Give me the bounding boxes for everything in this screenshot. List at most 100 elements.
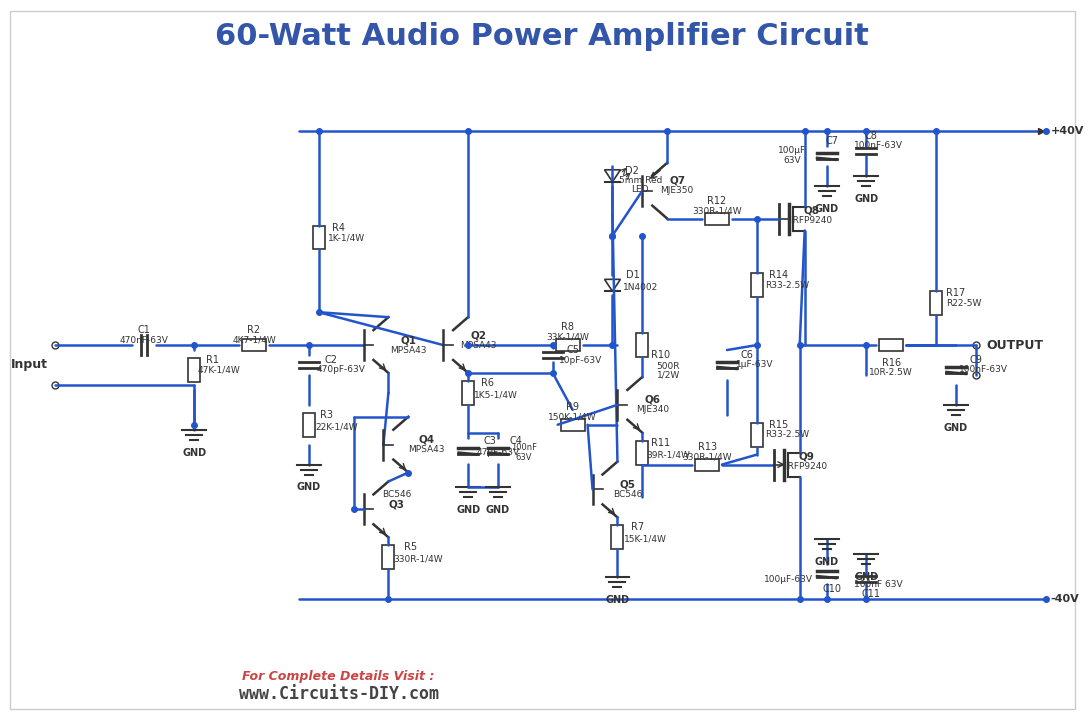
Text: C2: C2: [325, 355, 338, 365]
Text: R15: R15: [769, 420, 788, 430]
Text: D2: D2: [625, 166, 639, 176]
Text: GND: GND: [296, 482, 321, 492]
Text: 60-Watt Audio Power Amplifier Circuit: 60-Watt Audio Power Amplifier Circuit: [215, 22, 869, 51]
Text: +40V: +40V: [1051, 126, 1084, 136]
Text: C4: C4: [510, 436, 523, 446]
Text: -40V: -40V: [1051, 594, 1079, 604]
Bar: [242, 339, 266, 351]
Bar: [695, 459, 719, 471]
Text: R3: R3: [320, 410, 333, 420]
Text: www.Circuits-DIY.com: www.Circuits-DIY.com: [238, 685, 439, 703]
Text: R17: R17: [946, 288, 966, 298]
Text: R12: R12: [708, 196, 726, 206]
Bar: [462, 381, 474, 405]
Bar: [636, 333, 648, 357]
Text: R22-5W: R22-5W: [946, 299, 981, 307]
Text: Q2: Q2: [470, 330, 486, 340]
Text: C7: C7: [825, 136, 839, 146]
Text: 330R-1/4W: 330R-1/4W: [693, 206, 742, 215]
Bar: [636, 441, 648, 464]
Text: 100μF: 100μF: [778, 146, 806, 156]
Text: Q1: Q1: [401, 335, 416, 345]
Text: 22K-1/4W: 22K-1/4W: [316, 422, 358, 431]
Polygon shape: [604, 279, 621, 292]
Text: GND: GND: [605, 595, 629, 605]
Bar: [751, 274, 763, 297]
Text: C11: C11: [861, 589, 881, 599]
Text: 5mm Red: 5mm Red: [619, 176, 662, 185]
Bar: [612, 526, 623, 549]
Text: R4: R4: [332, 222, 345, 233]
Text: C8: C8: [865, 131, 878, 141]
Text: BC546: BC546: [613, 490, 643, 499]
Text: R5: R5: [404, 542, 417, 552]
Text: 39R-1/4W: 39R-1/4W: [646, 450, 690, 459]
Text: Q5: Q5: [620, 480, 635, 490]
Text: LED: LED: [632, 185, 649, 194]
Text: 47μF-63V: 47μF-63V: [476, 448, 519, 457]
Text: R7: R7: [631, 522, 644, 532]
Bar: [561, 419, 585, 431]
Text: MPSA43: MPSA43: [390, 346, 427, 354]
Text: R11: R11: [651, 438, 670, 448]
Text: 1K-1/4W: 1K-1/4W: [328, 233, 365, 242]
Text: Q3: Q3: [389, 500, 404, 510]
Text: C3: C3: [484, 436, 497, 446]
Text: C10: C10: [822, 584, 841, 594]
Text: 1K5-1/4W: 1K5-1/4W: [474, 390, 518, 400]
Text: 470nF-63V: 470nF-63V: [120, 336, 169, 345]
Text: 100nF-63V: 100nF-63V: [959, 366, 1008, 374]
Text: 1/2W: 1/2W: [657, 370, 680, 379]
Text: R10: R10: [651, 350, 670, 360]
Text: 100nF-63V: 100nF-63V: [854, 141, 903, 150]
Text: C9: C9: [969, 355, 982, 365]
Text: 470pF-63V: 470pF-63V: [316, 366, 365, 374]
Text: 15K-1/4W: 15K-1/4W: [624, 535, 666, 544]
Bar: [930, 292, 942, 315]
Text: 330R-1/4W: 330R-1/4W: [683, 452, 732, 461]
Text: R14: R14: [769, 270, 788, 280]
Text: R16: R16: [882, 358, 901, 368]
Text: Q7: Q7: [669, 176, 685, 186]
Text: GND: GND: [855, 194, 879, 204]
Bar: [313, 225, 325, 249]
Text: GND: GND: [815, 557, 839, 567]
Text: GND: GND: [456, 505, 480, 516]
Text: C6: C6: [741, 350, 754, 360]
Text: 330R-1/4W: 330R-1/4W: [393, 554, 443, 564]
Text: GND: GND: [486, 505, 510, 516]
Bar: [555, 339, 579, 351]
Text: MJE340: MJE340: [636, 405, 669, 414]
Text: GND: GND: [855, 572, 879, 582]
Text: 47K-1/4W: 47K-1/4W: [198, 366, 241, 374]
Text: IRFP9240: IRFP9240: [791, 216, 833, 225]
Bar: [751, 423, 763, 446]
Text: 1N4002: 1N4002: [623, 283, 658, 292]
Text: 33K-1/4W: 33K-1/4W: [547, 333, 589, 341]
Text: C5: C5: [566, 345, 579, 355]
Text: 150K-1/4W: 150K-1/4W: [549, 413, 597, 421]
Text: 4K7-1/4W: 4K7-1/4W: [232, 336, 276, 345]
Text: R8: R8: [561, 322, 574, 332]
Text: OUTPUT: OUTPUT: [986, 338, 1043, 351]
Text: Q4: Q4: [418, 435, 435, 445]
Text: For Complete Details Visit :: For Complete Details Visit :: [243, 670, 435, 683]
Polygon shape: [604, 170, 621, 181]
Text: R9: R9: [566, 402, 579, 412]
Text: R2: R2: [247, 325, 260, 335]
Bar: [188, 358, 200, 382]
Text: Q8: Q8: [804, 206, 820, 215]
Text: R33-2.5W: R33-2.5W: [764, 281, 809, 290]
Text: R13: R13: [698, 441, 717, 451]
Text: 500R: 500R: [657, 362, 680, 372]
Text: Q6: Q6: [645, 395, 660, 405]
Text: BC546: BC546: [381, 490, 411, 499]
Bar: [382, 545, 394, 569]
Text: GND: GND: [815, 204, 839, 214]
Text: 1μF-63V: 1μF-63V: [736, 361, 773, 369]
Text: Input: Input: [11, 359, 48, 372]
Text: Q9: Q9: [798, 451, 815, 462]
Bar: [880, 339, 903, 351]
Text: R33-2.5W: R33-2.5W: [764, 430, 809, 439]
Text: 10pF-63V: 10pF-63V: [559, 356, 602, 364]
